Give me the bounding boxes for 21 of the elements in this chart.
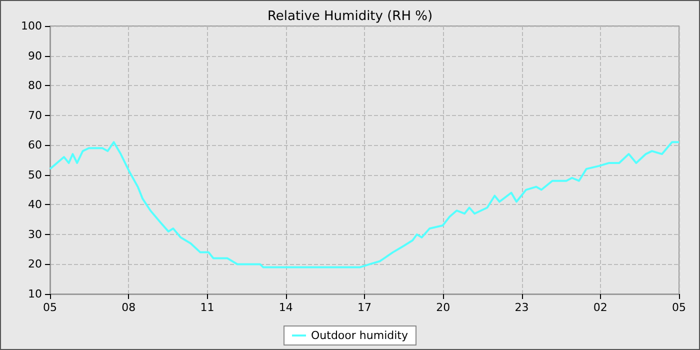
x-tick-label: 20 [436, 301, 450, 314]
x-tick-label: 14 [278, 301, 293, 314]
y-tick-label: 80 [28, 79, 42, 92]
x-tick-label: 11 [200, 301, 214, 314]
y-tick-label: 10 [28, 288, 42, 300]
y-tick-label: 20 [28, 258, 42, 271]
y-tick-label: 100 [21, 20, 42, 32]
x-tick-label: 08 [122, 301, 136, 314]
y-tick-label: 50 [28, 168, 42, 182]
chart-title: Relative Humidity (RH %) [267, 9, 433, 24]
x-tick-label: 05 [672, 301, 686, 314]
x-tick-label: 05 [43, 301, 57, 314]
y-tick-label: 40 [28, 198, 42, 212]
legend-label: Outdoor humidity [311, 329, 408, 342]
x-tick-label: 23 [514, 301, 529, 314]
x-tick-label: 17 [358, 301, 372, 314]
y-tick-label: 60 [28, 138, 42, 152]
x-tick-label: 02 [593, 301, 608, 314]
y-tick-label: 30 [28, 228, 42, 241]
y-tick-label: 70 [28, 108, 42, 122]
y-tick-label: 90 [28, 49, 42, 62]
